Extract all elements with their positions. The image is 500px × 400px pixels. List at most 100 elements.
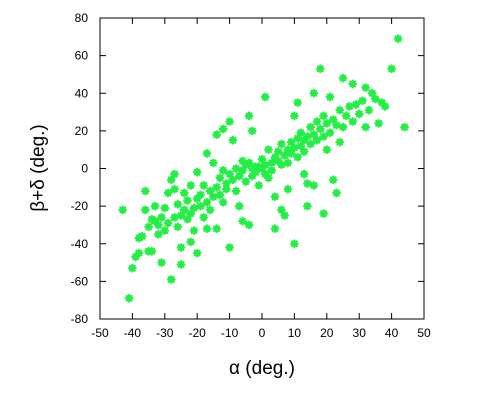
data-point: [212, 182, 222, 192]
data-point: [319, 111, 328, 121]
data-point: [118, 205, 128, 215]
data-point: [215, 190, 225, 200]
data-point: [312, 135, 322, 145]
data-point: [302, 132, 312, 141]
data-point: [225, 169, 234, 179]
data-point: [209, 192, 218, 202]
data-point: [361, 83, 371, 93]
data-point: [312, 117, 322, 126]
data-point: [325, 92, 335, 102]
data-point: [306, 139, 315, 149]
data-point: [186, 237, 196, 247]
data-point: [257, 154, 267, 164]
data-point: [254, 181, 264, 190]
data-point: [209, 158, 218, 168]
data-point: [247, 126, 257, 136]
data-point: [199, 181, 209, 190]
data-point: [140, 205, 150, 215]
data-point: [302, 179, 312, 188]
data-point: [189, 203, 199, 213]
data-point: [150, 216, 160, 226]
data-point: [147, 246, 157, 256]
data-point: [131, 252, 141, 262]
data-point: [270, 224, 280, 234]
data-point: [332, 120, 341, 130]
x-tick-label: -10: [221, 326, 239, 340]
y-tick-label: 40: [75, 86, 89, 100]
data-point: [325, 128, 335, 138]
data-point: [345, 102, 354, 111]
data-point: [280, 211, 290, 220]
data-point: [367, 88, 377, 98]
data-point: [387, 64, 396, 74]
data-point: [283, 184, 293, 194]
data-point: [277, 205, 286, 215]
data-point: [218, 124, 228, 134]
data-point: [186, 209, 196, 219]
data-point: [364, 105, 374, 115]
data-point: [202, 197, 212, 207]
data-point: [150, 201, 160, 211]
data-point: [299, 135, 309, 145]
data-point: [348, 79, 358, 89]
x-tick-label: 30: [353, 326, 367, 340]
x-tick-labels: -50 -40 -30 -20 -10 0 10 20 30 40 50: [91, 326, 431, 340]
data-point: [128, 263, 137, 273]
data-point: [212, 224, 222, 234]
data-point: [322, 118, 332, 128]
data-point: [290, 111, 299, 121]
data-point: [293, 98, 303, 108]
data-point: [179, 205, 189, 215]
data-point: [124, 293, 134, 303]
data-point: [302, 201, 312, 211]
data-point: [238, 156, 247, 166]
data-point: [277, 139, 286, 149]
data-point: [335, 137, 345, 147]
data-point: [241, 177, 251, 187]
data-point: [192, 248, 202, 258]
data-point: [221, 184, 231, 194]
data-point: [273, 147, 283, 156]
data-point: [212, 130, 222, 140]
x-tick-label: 0: [259, 326, 266, 340]
data-point: [299, 169, 309, 179]
data-point: [296, 128, 306, 138]
data-point: [315, 124, 325, 134]
data-point: [134, 248, 144, 258]
data-point: [257, 164, 267, 173]
data-point: [354, 109, 364, 119]
y-tick-label: 60: [75, 49, 89, 63]
data-point: [293, 134, 303, 143]
data-point: [183, 196, 192, 205]
data-point: [137, 231, 147, 241]
data-point: [228, 175, 238, 185]
data-point: [192, 194, 202, 203]
data-point: [218, 197, 228, 207]
data-point: [205, 205, 215, 215]
data-point: [283, 158, 293, 168]
data-point: [153, 229, 163, 239]
data-point: [348, 117, 358, 126]
data-point: [322, 145, 332, 155]
data-point: [315, 64, 325, 74]
data-points: [118, 34, 409, 303]
data-point: [290, 143, 299, 153]
data-point: [196, 190, 205, 200]
data-point: [196, 201, 205, 211]
data-point: [173, 199, 183, 209]
data-point: [260, 169, 270, 179]
data-point: [283, 145, 293, 155]
data-point: [296, 141, 306, 151]
y-tick-label: 80: [75, 11, 89, 25]
data-point: [270, 152, 280, 162]
data-point: [273, 156, 283, 166]
data-point: [319, 132, 328, 141]
data-point: [244, 111, 254, 121]
data-point: [306, 122, 315, 132]
data-point: [221, 179, 231, 188]
data-point: [328, 115, 338, 124]
data-point: [244, 158, 254, 168]
data-point: [260, 160, 270, 170]
data-point: [335, 105, 345, 115]
data-point: [215, 173, 225, 183]
